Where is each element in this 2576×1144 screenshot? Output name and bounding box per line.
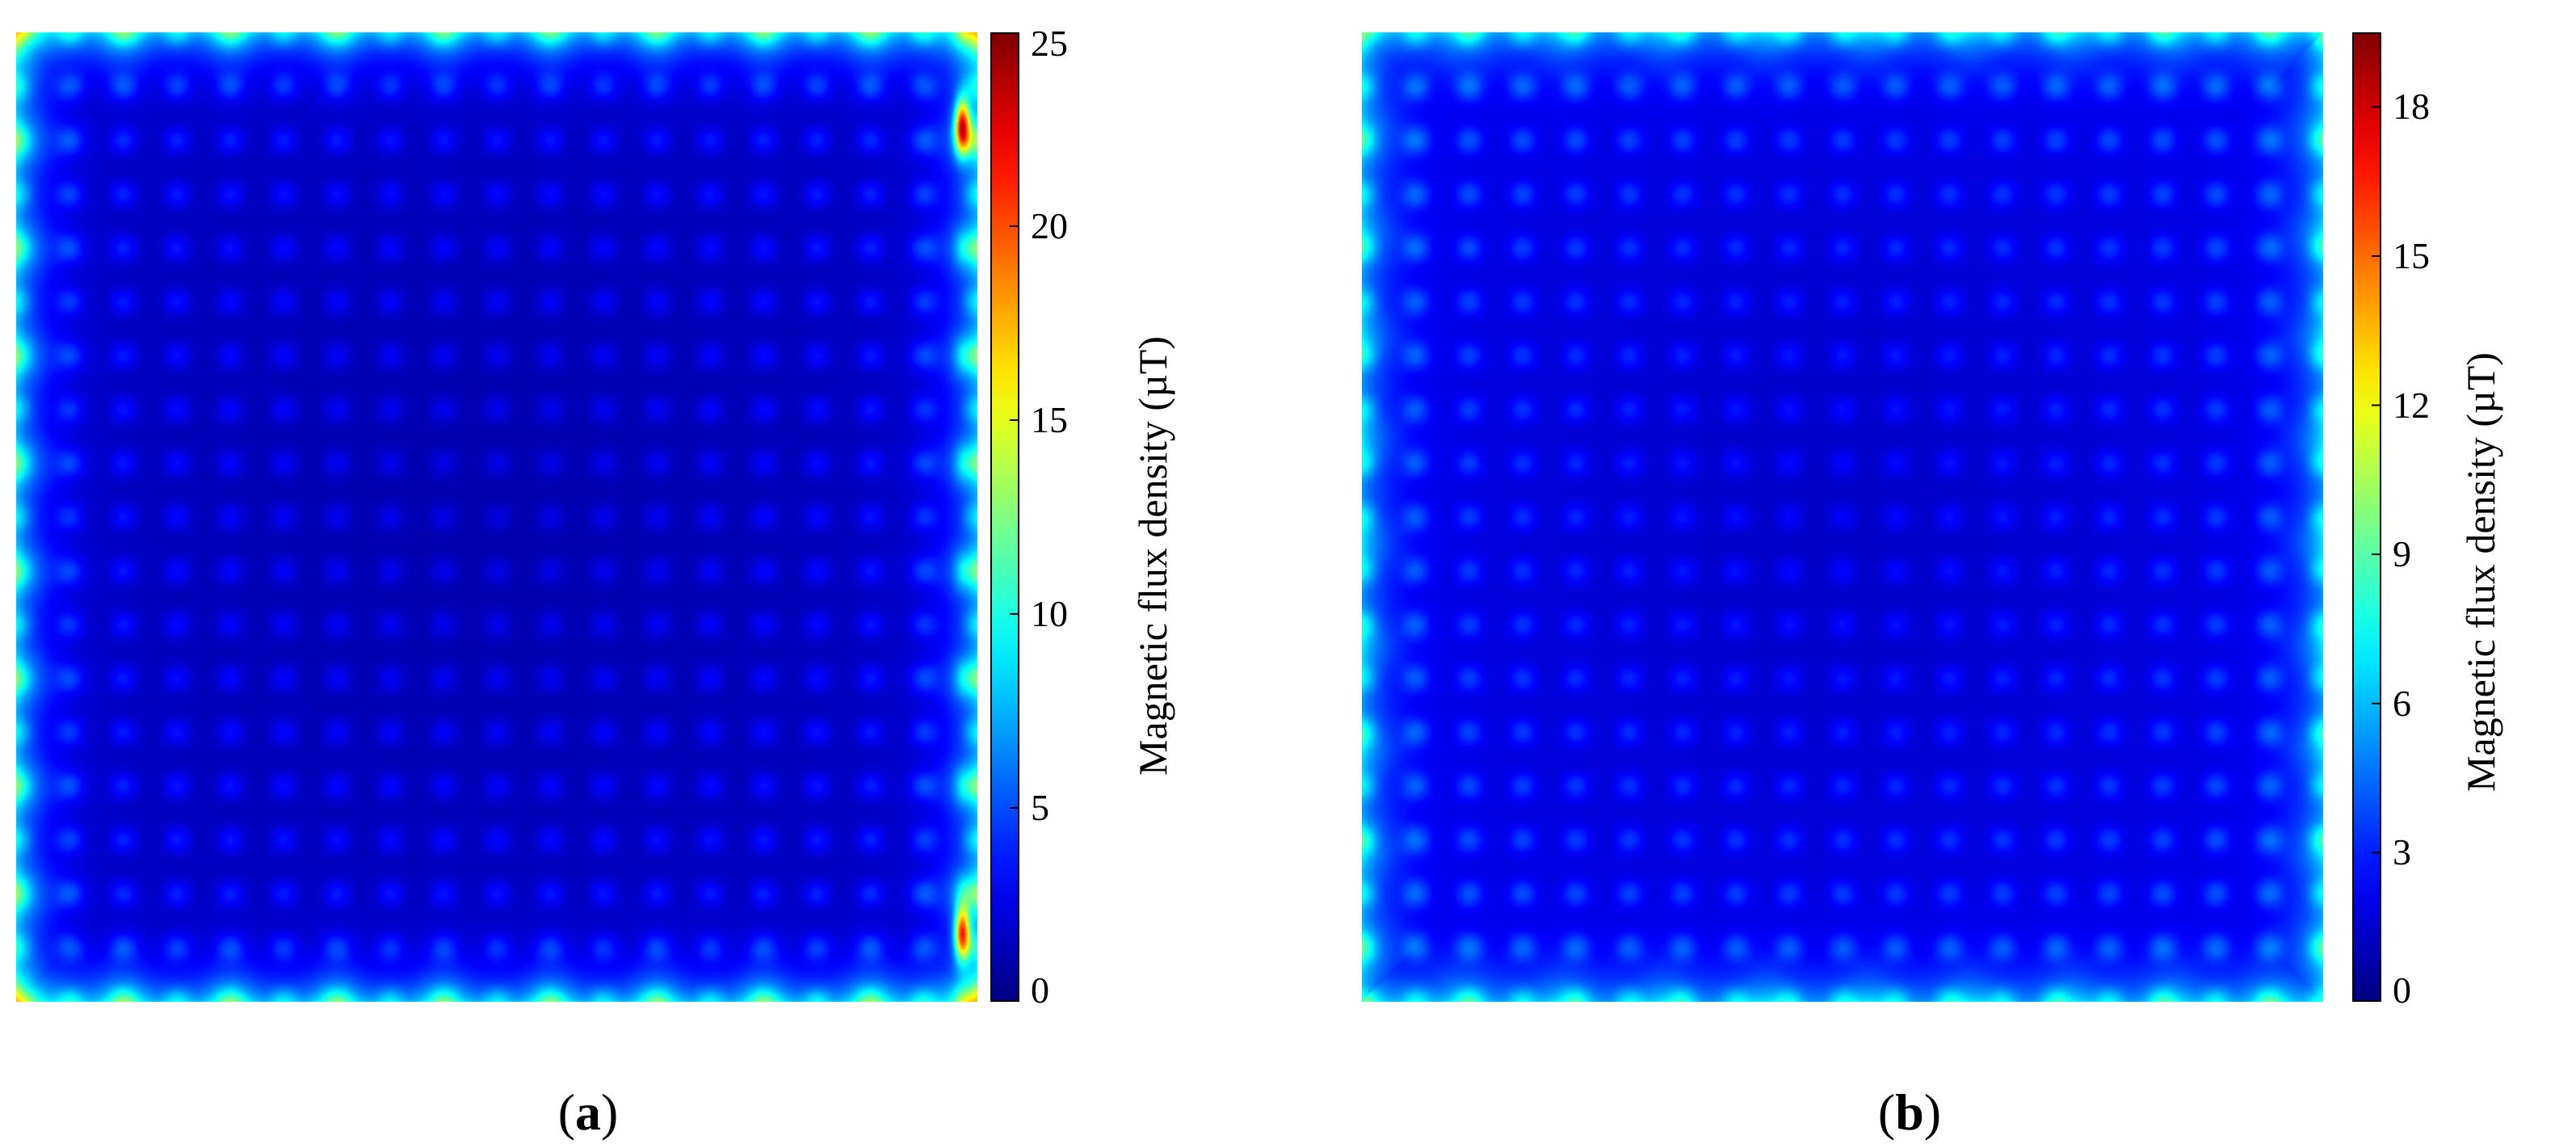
colorbar-tick-label: 6 [2393,682,2411,724]
colorbar-a [990,32,1019,1002]
colorbar-tick-label: 12 [2393,384,2430,426]
colorbar-tick-label: 15 [1031,399,1068,440]
colorbar-tick-label: 5 [1031,787,1049,828]
colorbar-label-b: Magnetic flux density (µT) [2458,352,2503,792]
colorbar-tick-label: 15 [2393,234,2430,276]
colorbar-tick-label: 20 [1031,205,1068,246]
heatmap-a [16,32,977,1002]
panel-label-b: (b) [1877,1083,1942,1141]
heatmap-b [1362,32,2323,1002]
colorbar-tick-label: 10 [1031,593,1068,634]
colorbar-gradient [990,32,1019,1002]
colorbar-tick-label: 9 [2393,533,2411,575]
panel-label-a: (a) [557,1083,619,1141]
colorbar-tick-label: 0 [1031,969,1049,1011]
colorbar-tick-label: 3 [2393,831,2411,873]
colorbar-label-a: Magnetic flux density (µT) [1130,336,1175,776]
colorbar-tick-label: 25 [1031,23,1068,64]
panel-a: 0 5 10 15 20 25 Magnetic flux density (µT) (a… [16,23,1175,1141]
colorbar-tick-label: 0 [2393,969,2411,1011]
panel-b: 0 3 6 9 12 15 18 Magnetic flux density (µT) (b… [1288,0,2575,1144]
colorbar-b [2352,32,2381,1002]
colorbar-tick-label: 18 [2393,86,2430,128]
colorbar-gradient [2352,32,2381,1002]
